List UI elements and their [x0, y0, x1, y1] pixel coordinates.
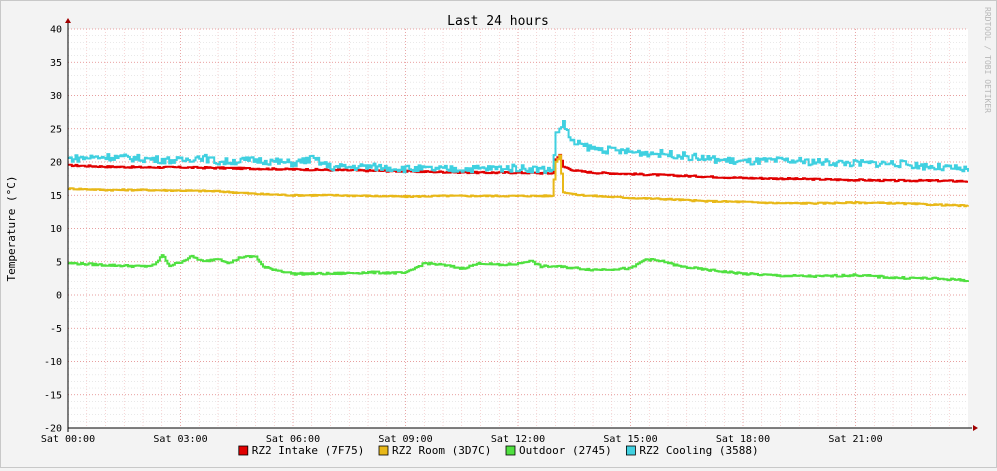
x-tick-label: Sat 21:00 — [828, 434, 882, 445]
legend-swatch — [505, 445, 516, 456]
y-tick-label: 25 — [50, 124, 62, 135]
chart-title: Last 24 hours — [447, 14, 549, 29]
y-tick-label: -20 — [44, 424, 62, 435]
y-axis-arrow — [65, 18, 71, 23]
y-tick-label: 15 — [50, 191, 62, 202]
series-line-3 — [68, 254, 969, 283]
x-tick-label: Sat 06:00 — [266, 434, 320, 445]
x-axis-arrow — [973, 425, 978, 431]
grid — [67, 28, 968, 429]
y-tick-label: 40 — [50, 25, 62, 36]
watermark: RRDTOOL / TOBI OETIKER — [983, 7, 992, 113]
series-line-2 — [68, 154, 969, 208]
x-tick-label: Sat 03:00 — [153, 434, 207, 445]
legend-label: RZ2 Intake (7F75) — [252, 444, 365, 457]
legend-label: RZ2 Cooling (3588) — [639, 444, 758, 457]
y-tick-label: 5 — [56, 257, 62, 268]
y-tick-label: 30 — [50, 91, 62, 102]
legend-label: Outdoor (2745) — [519, 444, 612, 457]
legend: RZ2 Intake (7F75) RZ2 Room (3D7C) Outdoor … — [238, 444, 759, 457]
x-tick-label: Sat 00:00 — [41, 434, 95, 445]
series-line-4 — [68, 120, 969, 174]
y-tick-label: -10 — [44, 357, 62, 368]
y-tick-label: -15 — [44, 390, 62, 401]
y-tick-label: -5 — [50, 324, 62, 335]
y-tick-label: 10 — [50, 224, 62, 235]
x-tick-label: Sat 18:00 — [716, 434, 770, 445]
y-tick-label: 35 — [50, 58, 62, 69]
axes — [65, 18, 978, 432]
y-tick-label: 0 — [56, 291, 62, 302]
y-axis-label: Temperature (°C) — [5, 176, 18, 282]
x-tick-label: Sat 15:00 — [603, 434, 657, 445]
legend-label: RZ2 Room (3D7C) — [392, 444, 491, 457]
y-tick-label: 20 — [50, 158, 62, 169]
x-tick-label: Sat 09:00 — [378, 434, 432, 445]
legend-swatch — [378, 445, 389, 456]
series-group — [68, 120, 969, 283]
legend-swatch — [238, 445, 249, 456]
series-line-1 — [68, 153, 968, 183]
legend-swatch — [626, 445, 636, 456]
x-tick-label: Sat 12:00 — [491, 434, 545, 445]
